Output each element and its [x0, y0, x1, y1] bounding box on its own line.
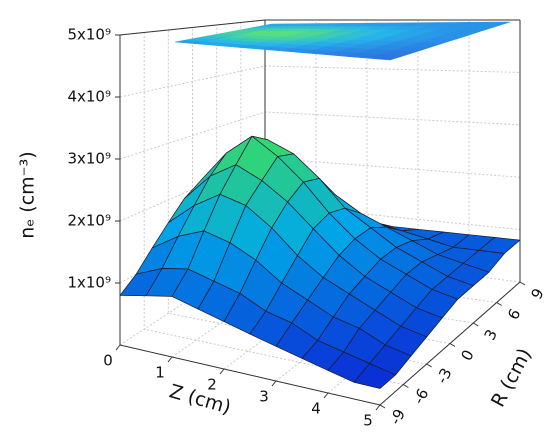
tick-mark [323, 392, 329, 399]
grid-line [171, 20, 317, 358]
x-tick-label: 5 [363, 412, 373, 430]
y-tick-label: 0 [457, 347, 477, 364]
tick-mark [167, 356, 173, 363]
z-tick-label: 3x10⁹ [67, 150, 111, 168]
projection-cell [473, 21, 511, 27]
x-tick-label: 1 [155, 364, 165, 382]
surface [119, 135, 521, 389]
grid-line [167, 30, 427, 365]
axis-line [119, 19, 520, 36]
z-axis-label: nₑ (cm⁻³) [17, 151, 39, 238]
surface-cell [353, 363, 396, 389]
tick-mark [219, 368, 225, 375]
y-tick-label: -9 [386, 406, 409, 428]
z-tick-label: 5x10⁹ [67, 26, 111, 44]
tick-mark [379, 404, 386, 409]
tick-mark [496, 302, 502, 306]
y-tick-label: 6 [504, 306, 524, 323]
y-axis-label: R (cm) [487, 345, 536, 411]
projection [174, 21, 511, 61]
y-tick-label: -6 [409, 385, 432, 407]
z-tick-label: 2x10⁹ [67, 212, 111, 230]
grid-line [119, 111, 521, 160]
x-axis-label: Z (cm) [167, 380, 233, 418]
y-tick-label: -3 [433, 365, 456, 387]
tick-mark [519, 281, 526, 286]
y-tick-label: 9 [527, 285, 547, 302]
y-tick-label: 3 [481, 326, 501, 343]
tick-mark [271, 380, 277, 387]
z-tick-label: 4x10⁹ [67, 88, 111, 106]
x-tick-label: 2 [207, 376, 217, 394]
grid-line [119, 65, 521, 98]
z-tick-label: 1x10⁹ [67, 274, 111, 292]
tick-mark [403, 384, 409, 388]
tick-mark [473, 322, 479, 327]
tick-mark [426, 363, 432, 368]
x-tick-label: 3 [259, 388, 269, 406]
tick-mark [115, 344, 121, 351]
tick-mark [449, 343, 456, 347]
x-tick-label: 4 [311, 400, 321, 418]
grid-line [240, 22, 497, 303]
x-tick-label: 0 [103, 352, 113, 370]
tick-mark [375, 404, 381, 411]
